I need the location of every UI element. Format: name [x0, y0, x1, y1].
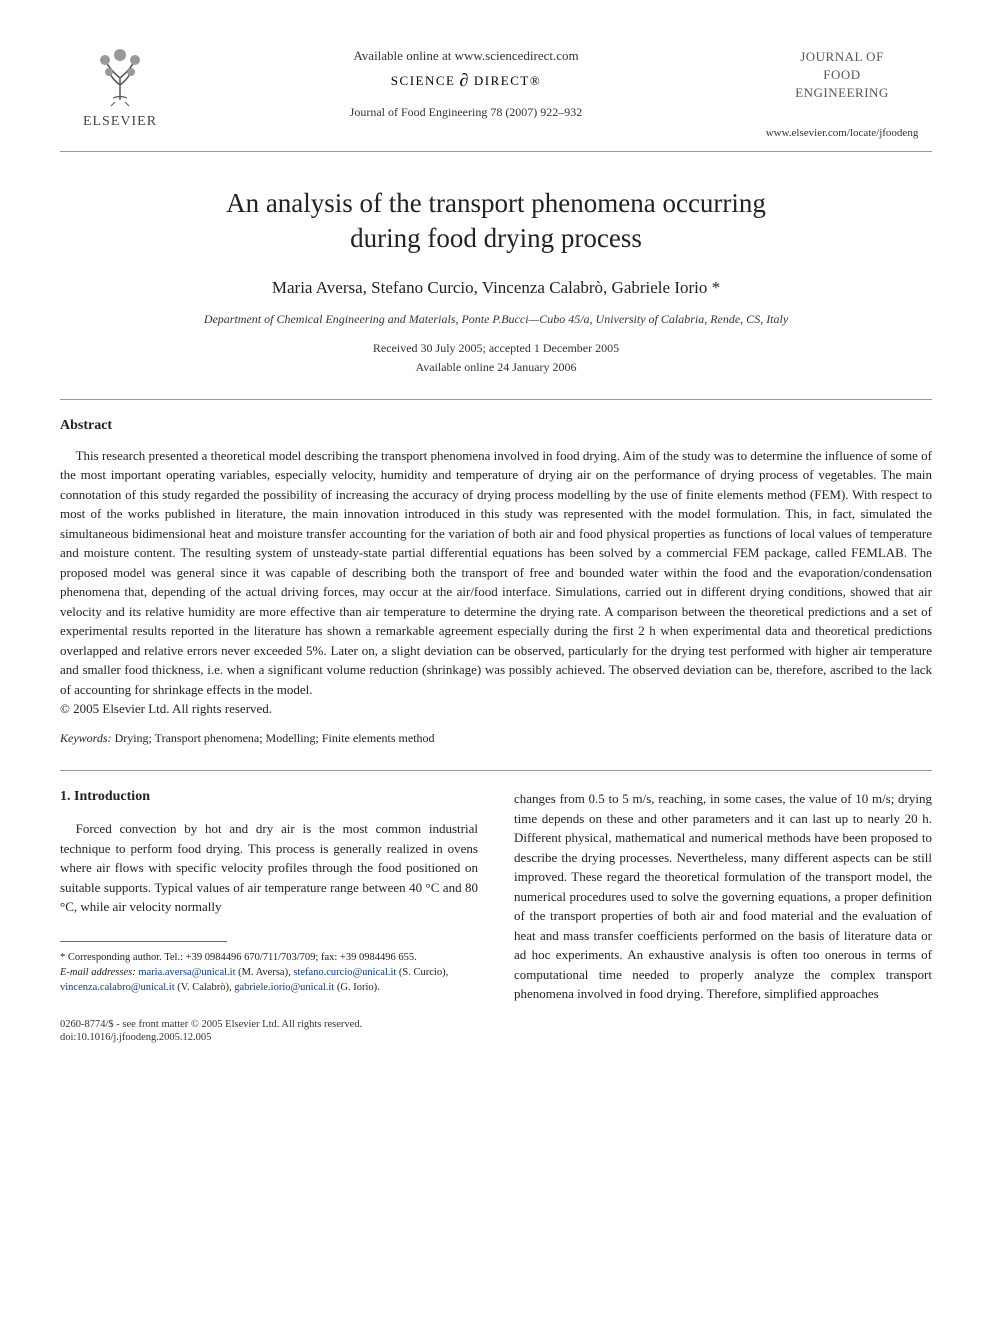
email-2-name: (S. Curcio)	[399, 967, 446, 978]
available-online-text: Available online at www.sciencedirect.co…	[180, 48, 752, 64]
affiliation: Department of Chemical Engineering and M…	[60, 312, 932, 327]
divider-top	[60, 399, 932, 400]
email-1[interactable]: maria.aversa@unical.it	[138, 967, 235, 978]
abstract-text: This research presented a theoretical mo…	[60, 446, 932, 700]
journal-url: www.elsevier.com/locate/jfoodeng	[752, 127, 932, 139]
intro-col2: changes from 0.5 to 5 m/s, reaching, in …	[514, 789, 932, 1004]
science-direct-logo: SCIENCE ∂ DIRECT®	[180, 70, 752, 91]
jn-line1: JOURNAL OF	[800, 49, 884, 64]
email-2[interactable]: stefano.curcio@unical.it	[293, 967, 396, 978]
elsevier-label: ELSEVIER	[83, 114, 157, 130]
elsevier-logo-block: ELSEVIER	[60, 40, 180, 130]
keywords-text: Drying; Transport phenomena; Modelling; …	[112, 731, 435, 745]
divider-bottom	[60, 770, 932, 771]
email-3-name: (V. Calabrò)	[177, 982, 229, 993]
journal-name: JOURNAL OF FOOD ENGINEERING	[752, 48, 932, 103]
dates-online: Available online 24 January 2006	[60, 360, 932, 375]
email-addresses: E-mail addresses: maria.aversa@unical.it…	[60, 965, 478, 995]
email-4-name: (G. Iorio)	[337, 982, 377, 993]
footer-line1: 0260-8774/$ - see front matter © 2005 El…	[60, 1019, 478, 1030]
intro-heading: 1. Introduction	[60, 789, 478, 805]
left-column: 1. Introduction Forced convection by hot…	[60, 789, 478, 1043]
abstract-copyright: © 2005 Elsevier Ltd. All rights reserved…	[60, 701, 932, 717]
corresponding-author: * Corresponding author. Tel.: +39 098449…	[60, 950, 478, 965]
page-header: ELSEVIER Available online at www.science…	[60, 40, 932, 152]
body-columns: 1. Introduction Forced convection by hot…	[60, 789, 932, 1043]
right-column: changes from 0.5 to 5 m/s, reaching, in …	[514, 789, 932, 1043]
email-label: E-mail addresses:	[60, 967, 136, 978]
email-3[interactable]: vincenza.calabro@unical.it	[60, 982, 175, 993]
sd-swirl-icon: ∂	[459, 70, 469, 91]
right-header: JOURNAL OF FOOD ENGINEERING www.elsevier…	[752, 40, 932, 139]
sd-left: SCIENCE	[391, 73, 456, 89]
center-header: Available online at www.sciencedirect.co…	[180, 40, 752, 120]
journal-reference: Journal of Food Engineering 78 (2007) 92…	[180, 105, 752, 120]
intro-col1: Forced convection by hot and dry air is …	[60, 819, 478, 917]
jn-line2: FOOD	[823, 67, 860, 82]
elsevier-tree-icon	[85, 40, 155, 110]
jn-line3: ENGINEERING	[795, 85, 889, 100]
authors: Maria Aversa, Stefano Curcio, Vincenza C…	[60, 278, 932, 298]
dates-received: Received 30 July 2005; accepted 1 Decemb…	[60, 341, 932, 356]
keywords-label: Keywords:	[60, 731, 112, 745]
keywords: Keywords: Drying; Transport phenomena; M…	[60, 731, 932, 746]
abstract-heading: Abstract	[60, 418, 932, 434]
footnote-separator	[60, 941, 227, 942]
sd-right: DIRECT®	[474, 73, 541, 89]
footer-line2: doi:10.1016/j.jfoodeng.2005.12.005	[60, 1032, 478, 1043]
email-4[interactable]: gabriele.iorio@unical.it	[234, 982, 334, 993]
title-line2: during food drying process	[350, 223, 642, 253]
email-1-name: (M. Aversa)	[238, 967, 288, 978]
title-line1: An analysis of the transport phenomena o…	[226, 188, 766, 218]
article-title: An analysis of the transport phenomena o…	[60, 186, 932, 256]
